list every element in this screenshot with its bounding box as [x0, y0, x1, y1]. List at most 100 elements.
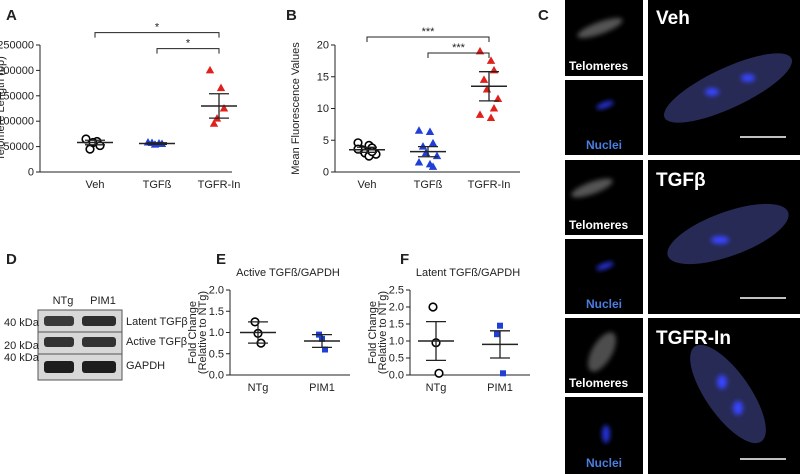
- panel-letter: A: [6, 7, 17, 24]
- y-axis-label: Fold Change: [187, 301, 199, 364]
- y-tick-label: 150000: [0, 90, 34, 102]
- channel-label: Telomeres: [569, 376, 628, 390]
- y-tick-label: 0: [323, 167, 329, 179]
- band-label: Active TGFβ: [126, 336, 187, 348]
- data-point: [414, 157, 424, 166]
- data-point: [475, 110, 485, 118]
- western-blot: NTg PIM1 40 kDa 20 kDa 40 kDa Latent TGF…: [4, 295, 188, 381]
- condition-label: TGFR-In: [656, 328, 731, 349]
- x-tick-label: NTg: [426, 382, 447, 394]
- lane-label: PIM1: [90, 295, 116, 307]
- lane-label: NTg: [53, 295, 74, 307]
- y-axis-label: Fold Change: [367, 301, 379, 364]
- data-point: [432, 151, 442, 160]
- x-tick-label: Veh: [86, 179, 105, 191]
- channel-label: Telomeres: [569, 218, 628, 232]
- condition-label: TGFβ: [656, 170, 706, 191]
- panel-letter: D: [6, 251, 17, 268]
- data-point: [489, 104, 499, 112]
- y-tick-label: 100000: [0, 116, 34, 128]
- data-point: [425, 127, 435, 135]
- significance-bracket: [94, 32, 220, 38]
- data-point: [428, 162, 438, 170]
- y-tick-label: 1.0: [389, 336, 404, 348]
- y-tick-label: 2.0: [209, 285, 224, 297]
- data-point: [494, 331, 500, 338]
- x-tick-label: PIM1: [309, 382, 335, 394]
- panel-letter: C: [538, 7, 549, 24]
- y-tick-label: 0.0: [389, 370, 404, 382]
- error-bar: [418, 145, 438, 158]
- y-axis-label: Mean Fluorescence Values: [290, 42, 302, 175]
- error-bar: [85, 139, 105, 146]
- data-point: [486, 56, 496, 64]
- significance-label: *: [155, 22, 160, 34]
- y-tick-label: 200000: [0, 65, 34, 77]
- channel-label: Telomeres: [569, 59, 628, 73]
- significance-label: *: [186, 38, 191, 50]
- significance-bracket: [156, 48, 220, 54]
- data-point: [414, 126, 424, 134]
- x-tick-label: PIM1: [487, 382, 513, 394]
- significance-label: ***: [452, 42, 466, 54]
- data-point: [216, 83, 226, 92]
- y-tick-label: 1.5: [389, 319, 404, 331]
- y-axis-label: (Relative to NTg): [197, 291, 209, 374]
- chart-title: Active TGFß/GAPDH: [236, 267, 340, 279]
- data-point: [486, 113, 496, 122]
- x-tick-label: TGFR-In: [198, 179, 241, 191]
- micrographs: Telomeres Nuclei Telomeres Nuclei Telome…: [565, 0, 800, 474]
- y-tick-label: 2.0: [389, 302, 404, 314]
- significance-bracket: [427, 52, 490, 58]
- data-point: [479, 75, 489, 83]
- data-point: [475, 46, 485, 55]
- data-point: [428, 302, 438, 312]
- data-point: [497, 322, 503, 329]
- error-bar: [479, 71, 499, 102]
- channel-label: Nuclei: [586, 297, 622, 311]
- error-bar: [357, 146, 377, 153]
- y-tick-label: 15: [317, 71, 329, 83]
- channel-label: Nuclei: [586, 138, 622, 152]
- y-tick-label: 0.5: [389, 353, 404, 365]
- error-bar: [147, 142, 167, 145]
- data-point: [322, 346, 328, 353]
- y-tick-label: 1.5: [209, 306, 224, 318]
- y-tick-label: 250000: [0, 40, 34, 52]
- x-tick-label: Veh: [358, 179, 377, 191]
- data-point: [219, 104, 229, 112]
- marker-label: 20 kDa: [4, 340, 40, 352]
- data-point: [205, 65, 215, 74]
- error-bar: [490, 330, 510, 359]
- y-tick-label: 0.5: [209, 348, 224, 360]
- chart-title: Latent TGFß/GAPDH: [416, 267, 520, 279]
- significance-label: ***: [422, 26, 436, 38]
- error-bar: [248, 321, 268, 344]
- y-axis-label: (Relative to NTg): [377, 291, 389, 374]
- panel-letter: E: [216, 251, 226, 268]
- y-tick-label: 10: [317, 103, 329, 115]
- data-point: [493, 94, 503, 102]
- y-tick-label: 0.0: [209, 370, 224, 382]
- marker-label: 40 kDa: [4, 352, 40, 364]
- y-tick-label: 50000: [3, 141, 34, 153]
- y-axis-label: Telomere Length (bp): [0, 56, 7, 161]
- y-tick-label: 0: [28, 167, 34, 179]
- data-point: [418, 142, 428, 150]
- significance-bracket: [366, 36, 490, 42]
- band-label: GAPDH: [126, 360, 165, 372]
- error-bar: [426, 320, 446, 362]
- y-tick-label: 5: [323, 135, 329, 147]
- x-tick-label: TGFR-In: [468, 179, 511, 191]
- error-bar: [312, 333, 332, 349]
- x-tick-label: TGFß: [143, 179, 172, 191]
- y-tick-label: 20: [317, 40, 329, 52]
- marker-label: 40 kDa: [4, 317, 40, 329]
- data-point: [428, 138, 438, 147]
- x-tick-label: NTg: [248, 382, 269, 394]
- channel-label: Nuclei: [586, 456, 622, 470]
- band-label: Latent TGFβ: [126, 316, 188, 328]
- error-bar: [209, 93, 229, 119]
- data-point: [500, 370, 506, 377]
